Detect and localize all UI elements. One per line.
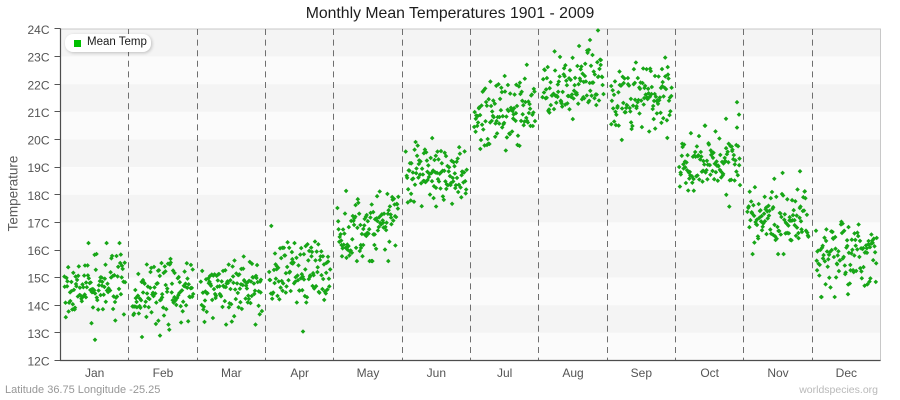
svg-text:Jul: Jul — [497, 366, 512, 380]
svg-text:May: May — [357, 366, 380, 380]
svg-text:23C: 23C — [27, 51, 49, 65]
svg-text:Dec: Dec — [836, 366, 857, 380]
svg-text:Apr: Apr — [290, 366, 309, 380]
svg-text:13C: 13C — [27, 327, 49, 341]
svg-text:24C: 24C — [27, 23, 49, 37]
svg-text:17C: 17C — [27, 216, 49, 230]
svg-text:14C: 14C — [27, 299, 49, 313]
svg-text:Nov: Nov — [767, 366, 788, 380]
svg-text:22C: 22C — [27, 78, 49, 92]
svg-text:Sep: Sep — [631, 366, 653, 380]
svg-text:18C: 18C — [27, 189, 49, 203]
svg-text:Mar: Mar — [221, 366, 242, 380]
svg-text:Feb: Feb — [153, 366, 174, 380]
svg-text:Aug: Aug — [562, 366, 583, 380]
svg-text:Jan: Jan — [85, 366, 104, 380]
svg-text:20C: 20C — [27, 134, 49, 148]
svg-text:15C: 15C — [27, 272, 49, 286]
svg-text:21C: 21C — [27, 106, 49, 120]
svg-text:Oct: Oct — [700, 366, 719, 380]
svg-text:Jun: Jun — [427, 366, 446, 380]
svg-text:16C: 16C — [27, 244, 49, 258]
svg-text:19C: 19C — [27, 161, 49, 175]
svg-text:12C: 12C — [27, 355, 49, 369]
